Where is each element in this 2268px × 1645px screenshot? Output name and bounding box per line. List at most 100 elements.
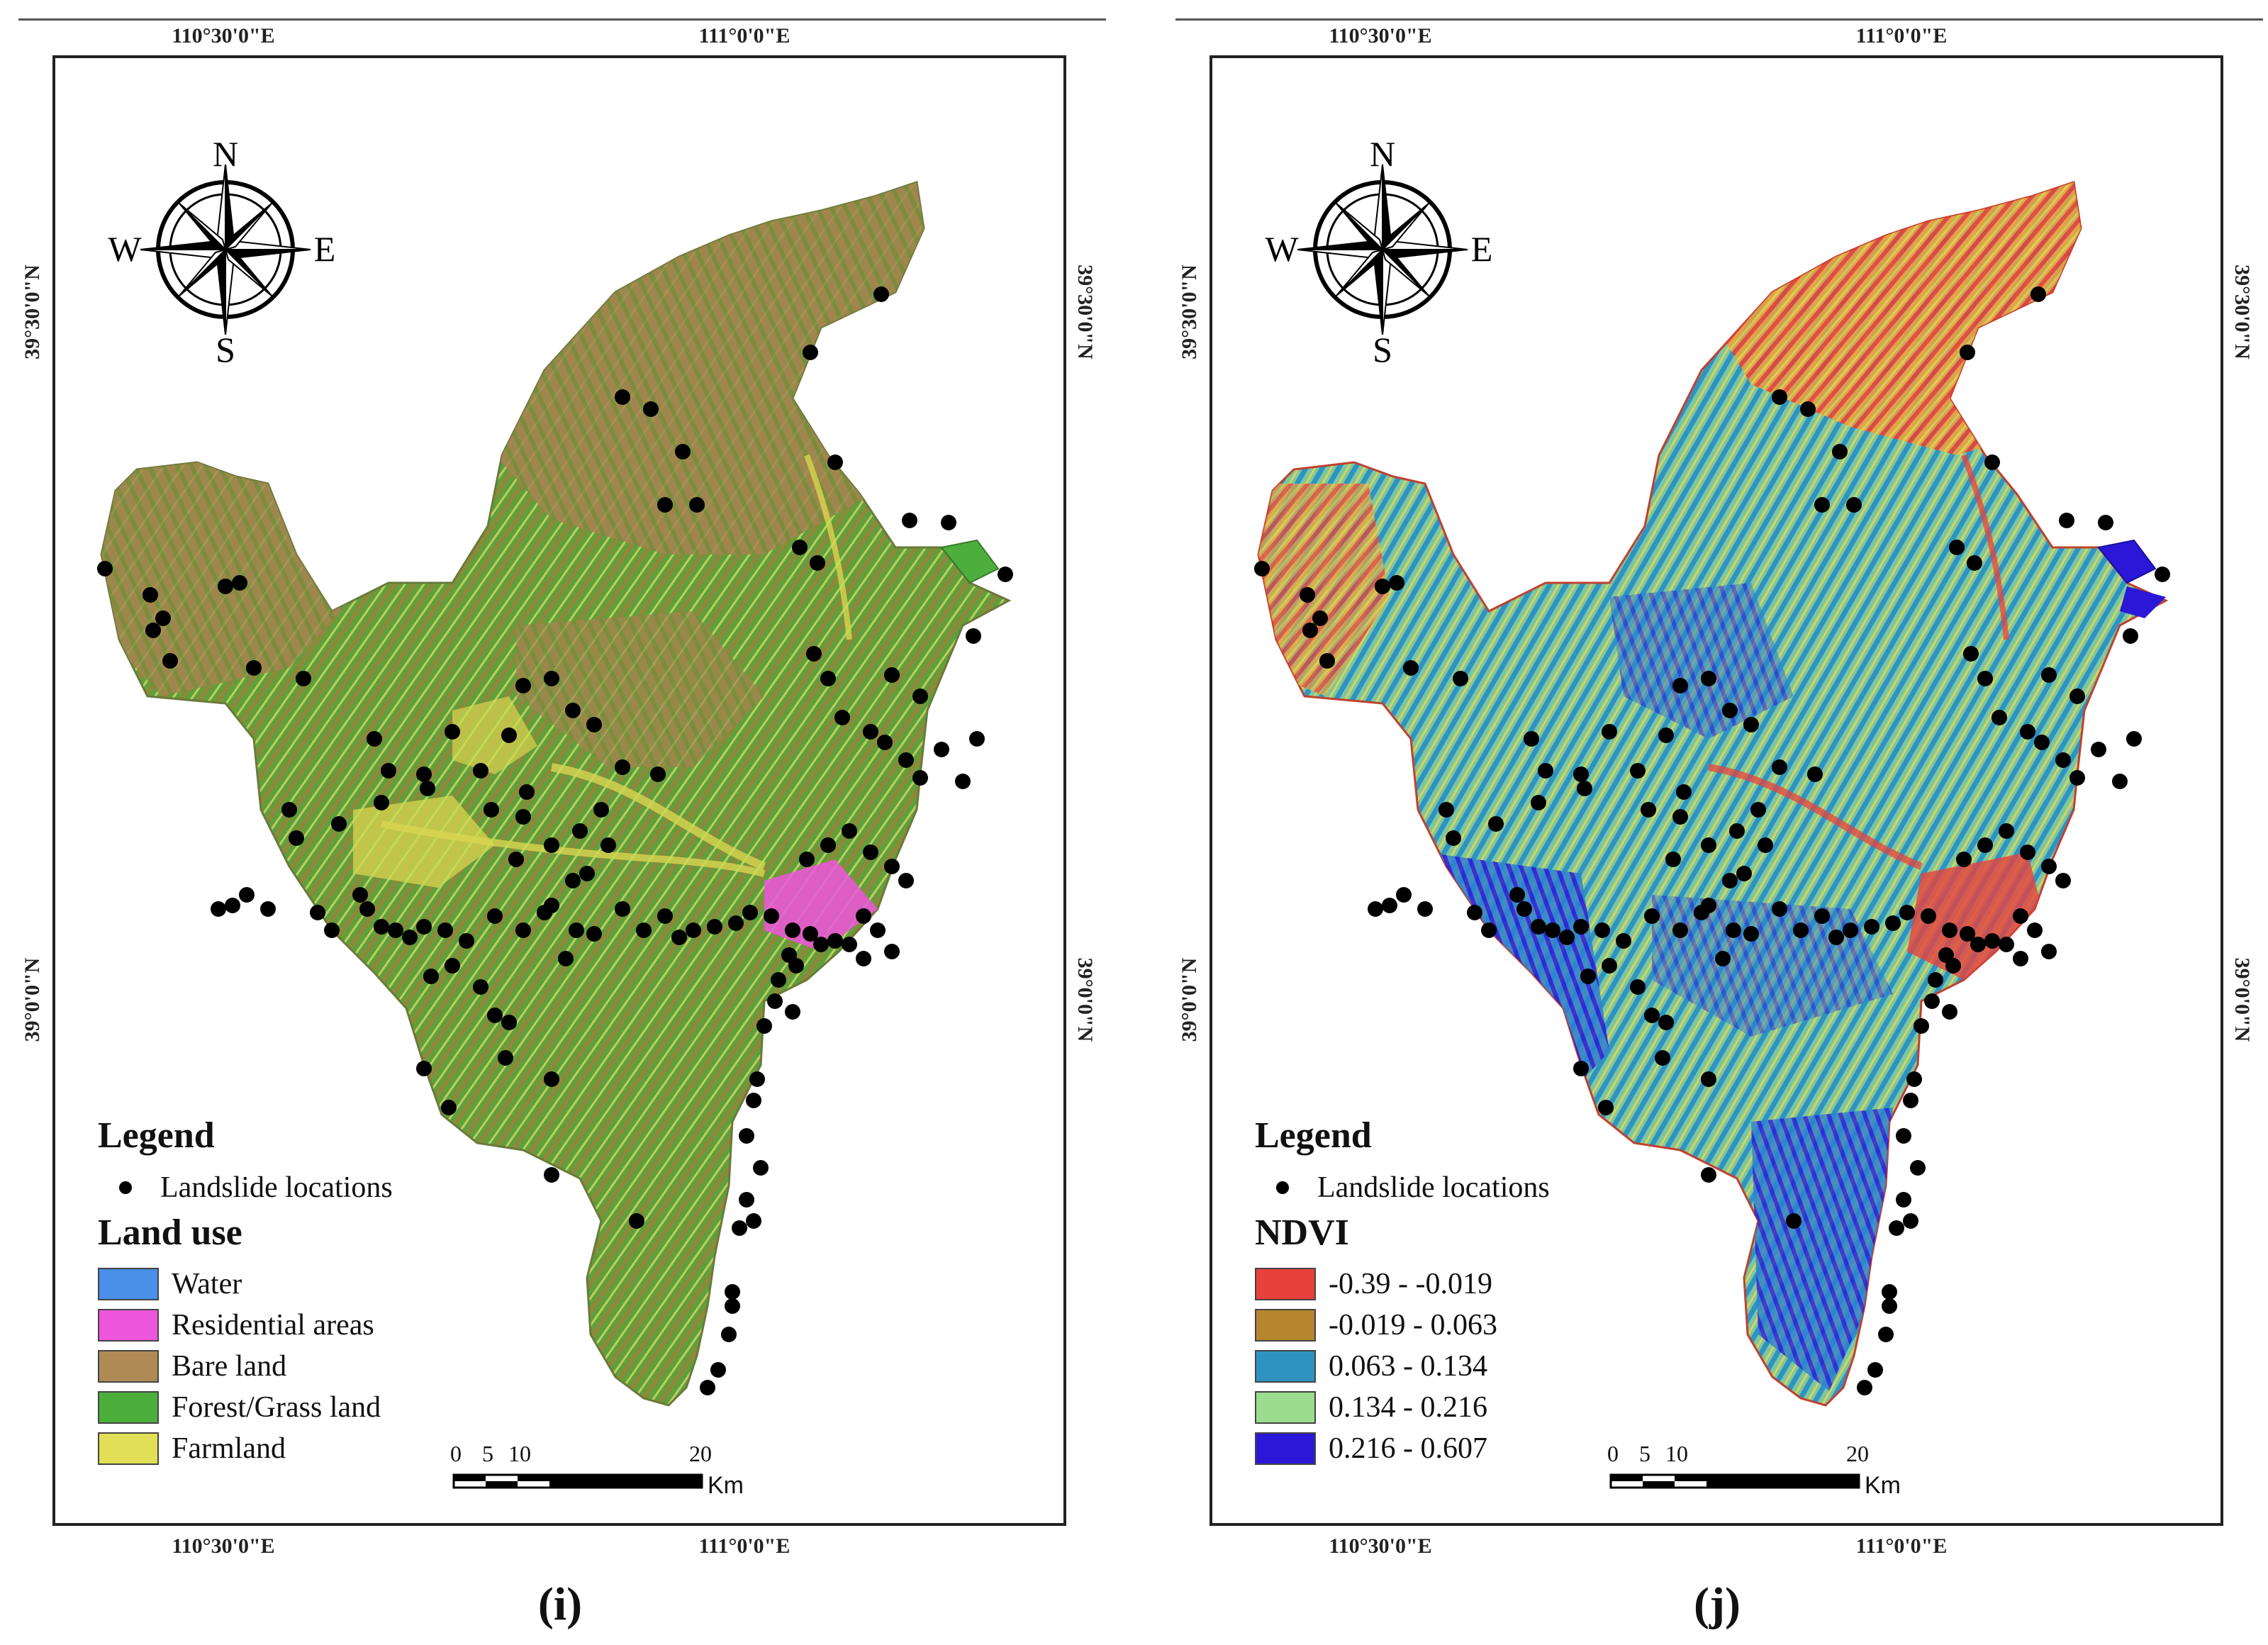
- compass-rose-icon: N S E W: [1265, 134, 1492, 369]
- landslide-point: [155, 610, 171, 626]
- landslide-point: [374, 795, 389, 810]
- ndvi-map: N S E W: [1254, 134, 2170, 1407]
- landslide-point: [331, 816, 347, 832]
- landslide-point: [884, 944, 900, 959]
- landslide-point: [912, 688, 928, 704]
- landslide-point: [1793, 922, 1809, 938]
- landslide-point: [1896, 1192, 1911, 1208]
- landslide-point: [650, 766, 666, 782]
- landslide-point: [1630, 979, 1646, 995]
- landslide-point: [1467, 905, 1482, 920]
- landslide-point: [863, 724, 878, 740]
- landslide-point: [1967, 555, 1982, 571]
- landslide-point: [572, 823, 588, 839]
- landslide-point: [2126, 731, 2142, 747]
- landslide-point: [1924, 993, 1940, 1009]
- landslide-point: [1312, 610, 1328, 626]
- scale-tick-label: 10: [508, 1441, 531, 1466]
- landslide-point: [725, 1298, 740, 1314]
- landslide-point: [2055, 873, 2071, 888]
- landslide-point: [820, 671, 836, 686]
- top-rule: [1175, 18, 2263, 21]
- legend-point-entry: Landslide locations: [98, 1168, 393, 1208]
- landslide-point: [785, 922, 800, 938]
- legend: Legend Landslide locations Land use Wate…: [98, 1115, 393, 1469]
- landslide-point: [732, 1220, 747, 1236]
- scale-bar-graphic: [452, 1473, 703, 1489]
- landslide-point: [955, 774, 971, 789]
- legend-class-label: 0.063 - 0.134: [1329, 1350, 1487, 1383]
- map-frame: N S E W Legend Landslide locations Land …: [52, 55, 1066, 1526]
- landslide-point: [1864, 919, 1879, 935]
- landslide-point: [1446, 830, 1461, 846]
- landslide-point: [445, 724, 460, 740]
- landslide-point: [1786, 1213, 1801, 1229]
- class-title: NDVI: [1255, 1212, 1349, 1253]
- landslide-point: [1382, 898, 1397, 913]
- landslide-point: [2020, 844, 2035, 860]
- landslide-point: [2059, 513, 2074, 528]
- landslide-point: [565, 873, 581, 888]
- landslide-point: [1573, 766, 1589, 782]
- landslide-point: [2041, 667, 2057, 683]
- landslide-point: [884, 667, 900, 683]
- landslide-point: [1722, 873, 1738, 888]
- landslide-point: [657, 497, 673, 513]
- landslide-point: [785, 1004, 800, 1020]
- landslide-point: [675, 444, 691, 459]
- scale-tick-label: 20: [689, 1441, 712, 1466]
- landslide-point: [1960, 345, 1975, 360]
- scale-tick-label: 0: [450, 1441, 462, 1466]
- landslide-point: [1772, 389, 1787, 405]
- landslide-points: [97, 286, 1013, 1395]
- lat-label-left-2: 39°0'0"N: [1178, 957, 1201, 1042]
- legend-class-label: Bare land: [172, 1350, 287, 1383]
- landslide-point: [1899, 905, 1915, 920]
- landslide-point: [1658, 727, 1674, 743]
- landslide-point: [1984, 455, 2000, 470]
- landslide-point: [689, 497, 705, 513]
- landslide-point: [416, 919, 432, 935]
- landslide-point: [296, 671, 311, 686]
- landslide-point: [402, 930, 418, 945]
- landslide-point: [2041, 944, 2057, 959]
- legend-class-label: Water: [172, 1268, 242, 1300]
- landslide-point: [2069, 688, 2085, 704]
- landslide-point: [1715, 951, 1731, 966]
- landslide-point: [1945, 958, 1961, 974]
- legend-class-row: Water: [98, 1264, 393, 1305]
- landslide-point: [441, 1100, 457, 1115]
- landslide-point: [1882, 1298, 1897, 1314]
- landslide-point: [473, 763, 488, 779]
- landslide-point: [2034, 735, 2050, 750]
- landslide-point: [1772, 759, 1787, 775]
- lat-label-left-1: 39°30'0"N: [21, 264, 44, 359]
- lat-label-right-1: 39°30'0"N: [1073, 264, 1097, 359]
- lon-label-top-1: 110°30'0"E: [172, 24, 275, 48]
- landslide-point: [1573, 919, 1589, 935]
- landslide-point: [225, 898, 240, 913]
- landslide-point: [416, 1061, 432, 1076]
- landslide-point: [487, 1008, 503, 1023]
- legend-point-entry: Landslide locations: [1255, 1168, 1550, 1208]
- landslide-point: [1960, 926, 1975, 942]
- landslide-point: [459, 933, 474, 949]
- landslide-point: [359, 901, 375, 917]
- landslide-point: [1999, 823, 2014, 839]
- landslide-point: [145, 623, 161, 638]
- compass-n: N: [213, 134, 238, 174]
- legend-swatch: [1255, 1309, 1316, 1342]
- landslide-point: [615, 901, 630, 917]
- legend-class-label: 0.134 - 0.216: [1329, 1391, 1487, 1424]
- landslide-point: [2027, 922, 2043, 938]
- landslide-point: [260, 901, 276, 917]
- landslide-point: [1942, 922, 1957, 938]
- landslide-point: [1488, 816, 1504, 832]
- legend-class-label: -0.39 - -0.019: [1329, 1268, 1492, 1300]
- landslide-point: [1977, 671, 1993, 686]
- landslide-point: [941, 515, 956, 530]
- landslide-point: [381, 763, 396, 779]
- landslide-point: [912, 770, 928, 786]
- landslide-point: [2091, 742, 2106, 757]
- legend-swatch: [1255, 1268, 1316, 1300]
